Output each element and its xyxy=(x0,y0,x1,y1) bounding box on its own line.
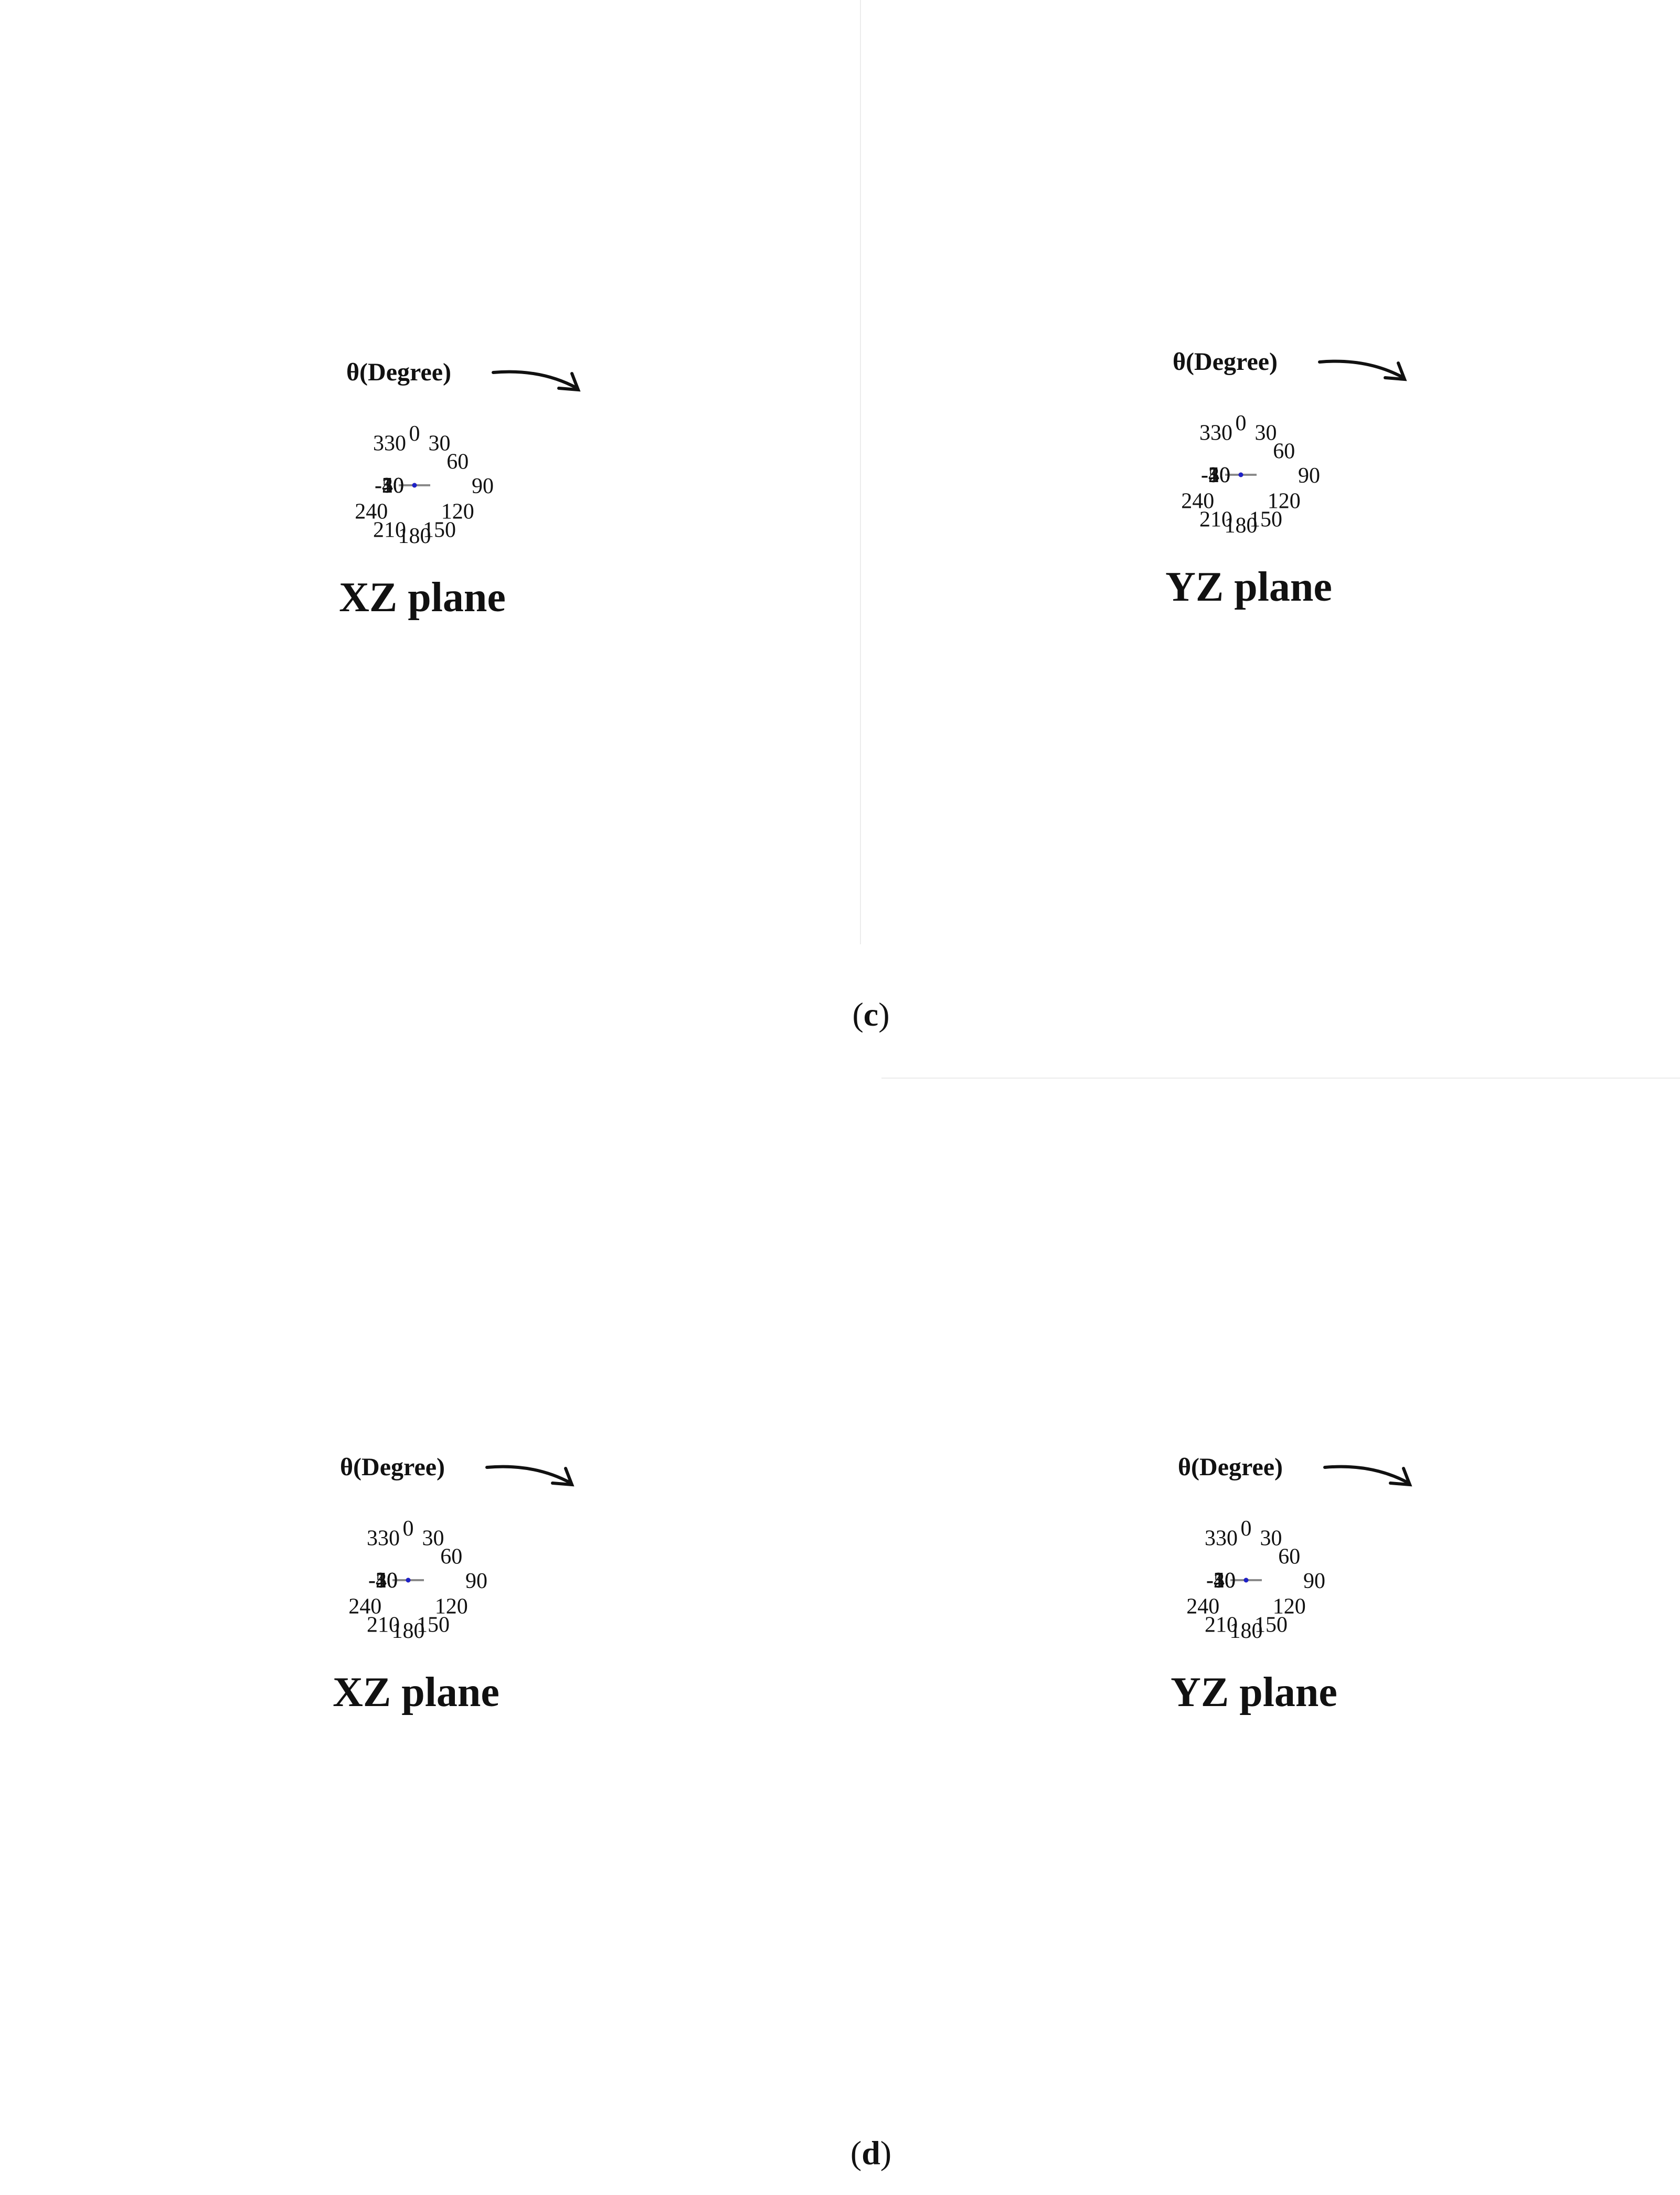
radial-tick-minus50: -50 xyxy=(375,474,404,498)
angle-tick-150: 150 xyxy=(1249,507,1282,531)
radial-tick-minus10: -10 xyxy=(375,474,404,498)
plane-title: XZ plane xyxy=(333,1669,499,1715)
radial-tick-minus30: -30 xyxy=(1206,1569,1236,1593)
radial-tick-minus10: -10 xyxy=(1201,463,1230,487)
radial-tick-minus30: -30 xyxy=(1201,463,1230,487)
radial-tick-minus40: -40 xyxy=(1206,1569,1236,1593)
angle-tick-30: 30 xyxy=(429,432,451,456)
panel-label-d: (d) xyxy=(850,2134,891,2171)
angle-tick-150: 150 xyxy=(423,518,456,542)
radial-tick-minus20: -20 xyxy=(1201,463,1230,487)
angle-tick-180: 180 xyxy=(1225,514,1258,538)
angle-tick-90: 90 xyxy=(1303,1569,1325,1593)
plane-title: YZ plane xyxy=(1165,564,1332,610)
radial-tick-minus40: -40 xyxy=(368,1569,398,1593)
radial-tick-minus50: -50 xyxy=(1206,1569,1236,1593)
radial-tick-minus40: -40 xyxy=(1201,463,1230,487)
angle-tick-30: 30 xyxy=(1255,421,1277,445)
angle-tick-330: 330 xyxy=(1205,1527,1238,1551)
polar-chart-c-xz: 0 3060901201501802102403300-10-20-30-40-5… xyxy=(339,358,581,621)
angle-tick-30: 30 xyxy=(1260,1527,1282,1551)
direction-arrow xyxy=(1323,1465,1410,1485)
polar-chart-c-yz: 0 3060901201501802102403300-10-20-30-40-5… xyxy=(1165,348,1407,610)
angle-tick-0: 0 xyxy=(403,1517,414,1541)
angle-tick-30: 30 xyxy=(422,1527,444,1551)
plane-title: YZ plane xyxy=(1171,1669,1337,1715)
angle-tick-120: 120 xyxy=(441,500,474,524)
direction-arrow-head xyxy=(551,1467,575,1487)
direction-arrow xyxy=(492,370,579,390)
polar-chart-d-yz: 0 3060901201501802102403300-10-20-30-40-5… xyxy=(1171,1453,1412,1715)
angle-tick-150: 150 xyxy=(417,1613,450,1637)
angle-tick-60: 60 xyxy=(446,450,469,474)
angle-tick-60: 60 xyxy=(440,1545,462,1569)
plane-title: XZ plane xyxy=(339,574,506,621)
radial-tick-minus20: -20 xyxy=(1206,1569,1236,1593)
angle-tick-240: 240 xyxy=(355,500,388,524)
angle-tick-150: 150 xyxy=(1254,1613,1288,1637)
angle-tick-120: 120 xyxy=(1268,489,1301,514)
radial-tick-minus50: -50 xyxy=(1201,463,1230,487)
angle-tick-180: 180 xyxy=(1230,1619,1263,1643)
angle-tick-90: 90 xyxy=(472,474,494,498)
angle-tick-180: 180 xyxy=(398,524,431,548)
angle-tick-180: 180 xyxy=(392,1619,425,1643)
direction-arrow-head xyxy=(1384,361,1407,381)
angle-tick-60: 60 xyxy=(1278,1545,1300,1569)
angle-tick-210: 210 xyxy=(367,1613,400,1637)
angle-tick-0: 0 xyxy=(1241,1517,1252,1541)
angle-tick-120: 120 xyxy=(1273,1595,1306,1619)
angle-tick-0: 0 xyxy=(409,422,420,446)
angle-tick-210: 210 xyxy=(373,518,406,542)
angle-axis-label: θ(Degree) xyxy=(340,1453,445,1481)
angle-tick-240: 240 xyxy=(1186,1595,1219,1619)
radial-tick-minus10: -10 xyxy=(1206,1569,1236,1593)
direction-arrow xyxy=(485,1465,572,1485)
radial-tick-0: 0 xyxy=(1219,463,1230,487)
angle-tick-330: 330 xyxy=(373,432,406,456)
direction-arrow xyxy=(1318,359,1405,379)
angle-tick-240: 240 xyxy=(1181,489,1214,514)
angle-axis-label: θ(Degree) xyxy=(1178,1453,1283,1481)
angle-tick-120: 120 xyxy=(435,1595,468,1619)
angle-tick-0: 0 xyxy=(1236,411,1247,435)
direction-arrow-head xyxy=(557,372,581,392)
radial-tick-0: 0 xyxy=(393,474,404,498)
radial-tick-0: 0 xyxy=(387,1569,398,1593)
radial-tick-minus40: -40 xyxy=(375,474,404,498)
radial-tick-minus30: -30 xyxy=(375,474,404,498)
panel-d: 0 3060901201501802102403300-10-20-30-40-5… xyxy=(333,1453,1412,2171)
angle-tick-240: 240 xyxy=(348,1595,381,1619)
angle-tick-60: 60 xyxy=(1273,440,1295,464)
polar-chart-d-xz: 0 3060901201501802102403300-10-20-30-40-5… xyxy=(333,1453,575,1715)
radial-tick-minus20: -20 xyxy=(375,474,404,498)
radial-tick-minus30: -30 xyxy=(368,1569,398,1593)
radial-tick-minus20: -20 xyxy=(368,1569,398,1593)
radial-tick-minus10: -10 xyxy=(368,1569,398,1593)
radial-tick-0: 0 xyxy=(1225,1569,1236,1593)
direction-arrow-head xyxy=(1389,1467,1412,1487)
angle-tick-90: 90 xyxy=(465,1569,487,1593)
angle-axis-label: θ(Degree) xyxy=(1173,348,1278,376)
angle-tick-210: 210 xyxy=(1199,507,1232,531)
angle-tick-210: 210 xyxy=(1205,1613,1238,1637)
panel-label-c: (c) xyxy=(852,996,889,1033)
angle-tick-330: 330 xyxy=(367,1527,400,1551)
angle-tick-330: 330 xyxy=(1199,421,1232,445)
angle-tick-90: 90 xyxy=(1298,464,1320,488)
angle-axis-label: θ(Degree) xyxy=(346,358,451,386)
panel-c: 0 3060901201501802102403300-10-20-30-40-5… xyxy=(339,348,1407,1033)
radial-tick-minus50: -50 xyxy=(368,1569,398,1593)
